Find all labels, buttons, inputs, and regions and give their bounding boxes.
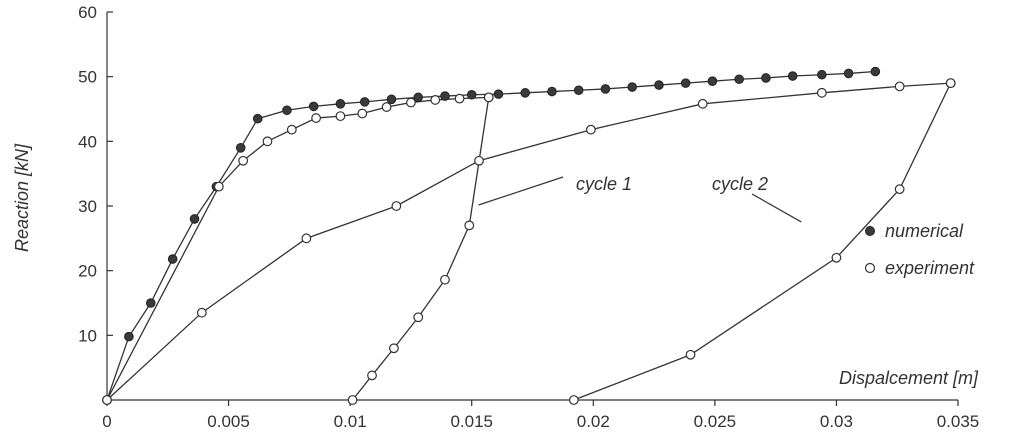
x-tick-label: 0.03 (820, 412, 853, 431)
experiment-point (262, 136, 273, 147)
experiment-point (685, 349, 696, 360)
experiment-point (413, 312, 424, 323)
experiment-point (474, 155, 484, 166)
numerical-point (189, 214, 200, 224)
experiment-series-line-1 (106, 96, 489, 401)
experiment-point (102, 395, 112, 405)
experiment-series-line-3 (106, 82, 951, 401)
x-axis-title: Dispalcement [m] (839, 368, 979, 388)
experiment-point (568, 395, 579, 405)
numerical-point (124, 331, 134, 342)
legend-label-numerical: numerical (885, 221, 964, 241)
x-tick-label: 0.005 (207, 412, 250, 431)
series-lines (106, 70, 952, 401)
legend-marker-experiment (864, 262, 876, 274)
numerical-point (359, 97, 370, 107)
cycle-1-annotation: cycle 1 (576, 174, 632, 194)
experiment-point (831, 252, 842, 263)
numerical-point (413, 92, 424, 103)
experiment-point (196, 307, 207, 318)
numerical-point (734, 74, 744, 85)
numerical-point (787, 71, 798, 81)
x-tick-label: 0.01 (334, 412, 367, 431)
experiment-point (381, 102, 392, 112)
experiment-point (483, 92, 494, 103)
experiment-point (430, 95, 441, 105)
legend-label-experiment: experiment (885, 258, 975, 278)
x-tick-label: 0 (102, 412, 111, 431)
numerical-point (386, 94, 397, 105)
y-tick-label: 10 (78, 326, 97, 345)
experiment-point (697, 98, 708, 109)
cycle-2-leader-line (751, 193, 802, 223)
experiment-point (367, 370, 377, 381)
y-tick-label: 60 (78, 3, 97, 22)
numerical-point (308, 101, 319, 112)
x-tick-label: 0.02 (577, 412, 610, 431)
legend: numerical experiment (864, 221, 975, 278)
experiment-point (391, 201, 402, 211)
experiment-point (894, 184, 905, 195)
numerical-series-line (106, 70, 876, 401)
experiment-point (389, 343, 399, 354)
numerical-point (870, 66, 881, 77)
numerical-point (843, 68, 854, 79)
y-tick-label: 20 (78, 262, 97, 281)
numerical-point (493, 89, 504, 99)
experiment-point (464, 220, 475, 231)
numerical-point (282, 105, 292, 116)
numerical-point (654, 80, 664, 90)
numerical-point (817, 69, 827, 80)
numerical-point (167, 254, 178, 264)
experiment-point (406, 97, 416, 108)
experiment-point (213, 181, 224, 192)
experiment-point (347, 395, 358, 405)
experiment-point (585, 124, 596, 135)
y-tick-label: 50 (78, 68, 97, 87)
x-tick-label: 0.015 (450, 412, 493, 431)
numerical-point (335, 99, 346, 109)
y-tick-label: 40 (78, 132, 97, 151)
y-axis-title: Reaction [kN] (12, 143, 32, 252)
numerical-point (680, 78, 691, 88)
numerical-point (235, 143, 246, 153)
experiment-point (894, 81, 905, 92)
numerical-point (145, 298, 156, 308)
experiment-point (440, 274, 450, 285)
numerical-point (707, 76, 718, 86)
axes (106, 12, 958, 401)
experiment-point (311, 113, 322, 123)
numerical-point (547, 86, 557, 97)
experiment-point (335, 111, 346, 122)
experiment-point (945, 78, 956, 89)
numerical-point (627, 82, 637, 92)
cycle-2-annotation: cycle 2 (712, 174, 768, 194)
annotations: cycle 1 cycle 2 (478, 174, 802, 223)
experiment-point (357, 108, 368, 119)
numerical-point (466, 89, 477, 100)
experiment-point (816, 87, 827, 98)
experiment-point (238, 155, 249, 166)
numerical-point (761, 73, 771, 83)
experiment-point (454, 93, 465, 104)
x-tick-label: 0.025 (694, 412, 737, 431)
experiment-series-line-2 (352, 97, 490, 401)
legend-marker-numerical (865, 226, 875, 236)
numerical-point (600, 84, 611, 94)
numerical-point (440, 91, 450, 101)
numerical-point (252, 113, 263, 124)
numerical-point (573, 85, 584, 96)
cycle-1-leader-line (478, 176, 564, 206)
data-points (102, 66, 956, 405)
tick-group: 0 0.005 0.01 0.015 0.02 0.025 0.03 0.035 10 20 30 4… (78, 3, 979, 431)
experiment-point (286, 124, 297, 135)
numerical-point (520, 88, 531, 98)
y-tick-label: 30 (78, 197, 97, 216)
experiment-series-line-4 (573, 82, 952, 401)
experiment-point (301, 233, 312, 244)
x-tick-label: 0.035 (937, 412, 980, 431)
